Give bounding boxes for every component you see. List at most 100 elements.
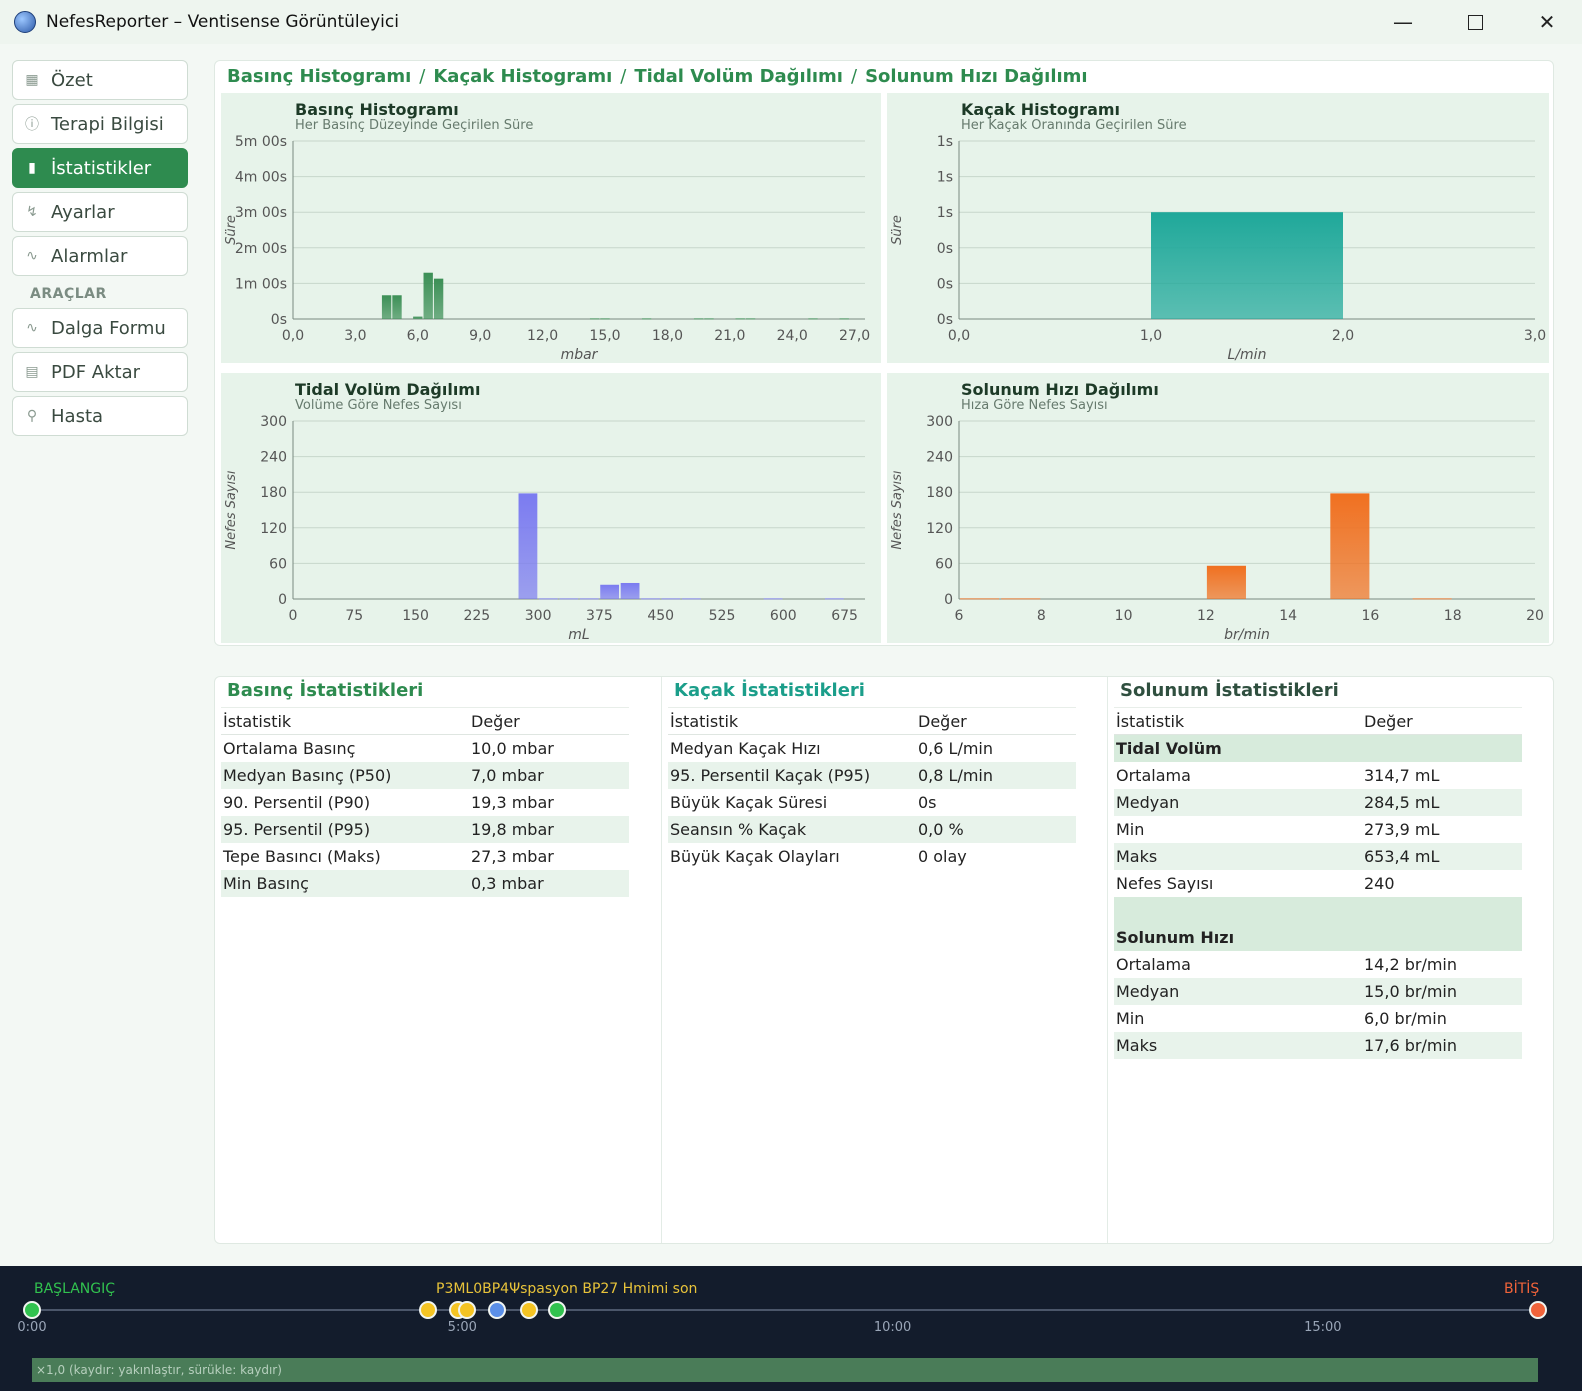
chart-bar: [433, 278, 444, 319]
column-header-value[interactable]: Değer: [469, 707, 629, 735]
sidebar-item-ayarlar[interactable]: ↯ Ayarlar: [12, 192, 188, 232]
pressure-stats-title: Basınç İstatistikleri: [227, 680, 424, 701]
column-header-value[interactable]: Değer: [1362, 707, 1522, 735]
resp-stats-table: İstatistik Değer Tidal Volüm Ortalama 314,7…: [1114, 707, 1522, 1059]
sidebar-item-dalga-formu[interactable]: ∿ Dalga Formu: [12, 308, 188, 348]
table-row[interactable]: Min 273,9 mL: [1114, 816, 1522, 843]
x-tick-label: 0,0: [282, 328, 304, 344]
x-axis-label: mL: [568, 627, 589, 643]
table-row[interactable]: Büyük Kaçak Süresi 0s: [668, 789, 1076, 816]
table-row[interactable]: Ortalama 314,7 mL: [1114, 762, 1522, 789]
sidebar-item-terapi-bilgisi[interactable]: ⓘ Terapi Bilgisi: [12, 104, 188, 144]
x-tick-label: 450: [647, 608, 674, 624]
stat-label: Min: [1116, 819, 1145, 839]
breadcrumb-item-leak[interactable]: Kaçak Histogramı: [433, 66, 613, 87]
timeline-track[interactable]: [32, 1309, 1538, 1311]
breadcrumb-item-tidal[interactable]: Tidal Volüm Dağılımı: [634, 66, 843, 87]
table-row[interactable]: Min 6,0 br/min: [1114, 1005, 1522, 1032]
timeline-event-marker[interactable]: [520, 1301, 539, 1319]
timeline-scrollbar[interactable]: ×1,0 (kaydır: yakınlaştır, sürükle: kayd…: [32, 1358, 1538, 1382]
table-row[interactable]: Medyan Basınç (P50) 7,0 mbar: [221, 761, 629, 789]
table-row[interactable]: Min Basınç 0,3 mbar: [221, 869, 629, 897]
column-header-stat[interactable]: İstatistik: [1114, 707, 1362, 735]
stat-value: 273,9 mL: [1364, 819, 1440, 839]
x-tick-label: 675: [831, 608, 858, 624]
chart-bar: [839, 318, 849, 320]
timeline-event-marker[interactable]: [418, 1301, 437, 1319]
timeline-event-labels: P3ML0BP4Ψspasyon BP27 Hmimi son: [436, 1281, 698, 1297]
chart-bar: [620, 582, 640, 599]
y-tick-label: 180: [260, 485, 287, 501]
y-tick-label: 180: [926, 485, 953, 501]
table-row[interactable]: Nefes Sayısı 240: [1114, 870, 1522, 897]
timeline-event-marker[interactable]: [1529, 1301, 1547, 1319]
timeline-event-marker[interactable]: [23, 1301, 41, 1319]
breadcrumb-item-rate[interactable]: Solunum Hızı Dağılımı: [865, 66, 1088, 87]
stat-label: Büyük Kaçak Olayları: [670, 846, 840, 866]
stat-value: 10,0 mbar: [471, 738, 554, 758]
timeline-time-label: 10:00: [873, 1320, 912, 1335]
stat-label: Nefes Sayısı: [1116, 873, 1214, 893]
chart-bar: [589, 318, 600, 320]
window-title: NefesReporter – Ventisense Görüntüleyici: [46, 12, 399, 32]
x-tick-label: 12,0: [527, 328, 558, 344]
table-row[interactable]: Maks 653,4 mL: [1114, 842, 1522, 870]
timeline-start-label: BAŞLANGIÇ: [34, 1281, 115, 1297]
x-tick-label: 16: [1362, 608, 1380, 624]
stat-label: Ortalama: [1116, 765, 1191, 785]
stat-value: 653,4 mL: [1362, 842, 1522, 870]
close-icon[interactable]: ✕: [1538, 10, 1556, 34]
timeline-event-marker[interactable]: [547, 1301, 566, 1319]
stat-label: 95. Persentil Kaçak (P95): [668, 761, 916, 789]
table-row[interactable]: Medyan 284,5 mL: [1114, 788, 1522, 816]
table-row[interactable]: Tepe Basıncı (Maks) 27,3 mbar: [221, 843, 629, 870]
table-row[interactable]: Seansın % Kaçak 0,0 %: [668, 815, 1076, 843]
timeline-event-marker[interactable]: [487, 1301, 506, 1319]
column-header-stat[interactable]: İstatistik: [221, 707, 469, 735]
column-header-stat[interactable]: İstatistik: [668, 707, 916, 735]
y-tick-label: 0s: [271, 312, 287, 328]
minimize-icon[interactable]: —: [1393, 10, 1413, 34]
x-tick-label: 18: [1444, 608, 1462, 624]
sidebar-item-hasta[interactable]: ⚲ Hasta: [12, 396, 188, 436]
chart-bar: [661, 598, 681, 600]
sidebar-item-pdf-aktar[interactable]: ▤ PDF Aktar: [12, 352, 188, 392]
timeline-event-marker[interactable]: [457, 1301, 476, 1319]
table-spacer-row[interactable]: [1114, 896, 1522, 924]
table-row[interactable]: 95. Persentil Kaçak (P95) 0,8 L/min: [668, 761, 1076, 789]
sidebar-item-istatistikler[interactable]: ▮ İstatistikler: [12, 148, 188, 188]
y-tick-label: 1s: [937, 205, 953, 221]
y-tick-label: 300: [926, 414, 953, 430]
table-row[interactable]: 90. Persentil (P90) 19,3 mbar: [221, 789, 629, 816]
table-group-row[interactable]: Solunum Hızı: [1114, 923, 1522, 951]
stat-value: 0,8 L/min: [916, 761, 1076, 789]
table-row[interactable]: Ortalama 14,2 br/min: [1114, 951, 1522, 978]
pressure-stats-column: Basınç İstatistikleri İstatistik Değer Or…: [215, 677, 661, 1243]
x-tick-label: 27,0: [839, 328, 870, 344]
table-row[interactable]: Ortalama Basınç 10,0 mbar: [221, 735, 629, 762]
column-header-value[interactable]: Değer: [916, 707, 1076, 735]
sidebar-item-alarmlar[interactable]: ∿ Alarmlar: [12, 236, 188, 276]
y-tick-label: 0s: [937, 276, 953, 292]
table-row[interactable]: Medyan 15,0 br/min: [1114, 977, 1522, 1005]
resp-stats-title: Solunum İstatistikleri: [1120, 680, 1339, 701]
table-row[interactable]: Büyük Kaçak Olayları 0 olay: [668, 843, 1076, 870]
chart-bar: [600, 584, 620, 599]
y-tick-label: 4m 00s: [235, 170, 287, 186]
table-row[interactable]: 95. Persentil (P95) 19,8 mbar: [221, 815, 629, 843]
info-icon: ⓘ: [25, 117, 39, 133]
chart-bar: [1206, 565, 1246, 599]
title-bar: NefesReporter – Ventisense Görüntüleyici…: [0, 0, 1582, 44]
chart-bar: [641, 318, 652, 320]
breadcrumb-item-pressure[interactable]: Basınç Histogramı: [227, 66, 412, 87]
maximize-icon[interactable]: [1440, 0, 1510, 44]
stat-label: Medyan Kaçak Hızı: [670, 738, 821, 758]
x-tick-label: 0,0: [948, 328, 970, 344]
table-group-row[interactable]: Tidal Volüm: [1114, 734, 1522, 762]
charts-panel: Basınç Histogramı / Kaçak Histogramı / Tidal…: [214, 60, 1554, 646]
stat-value: 0,0 %: [916, 815, 1076, 843]
table-row[interactable]: Maks 17,6 br/min: [1114, 1031, 1522, 1059]
table-row[interactable]: Medyan Kaçak Hızı 0,6 L/min: [668, 735, 1076, 762]
sidebar-item-ozet[interactable]: ▦ Özet: [12, 60, 188, 100]
